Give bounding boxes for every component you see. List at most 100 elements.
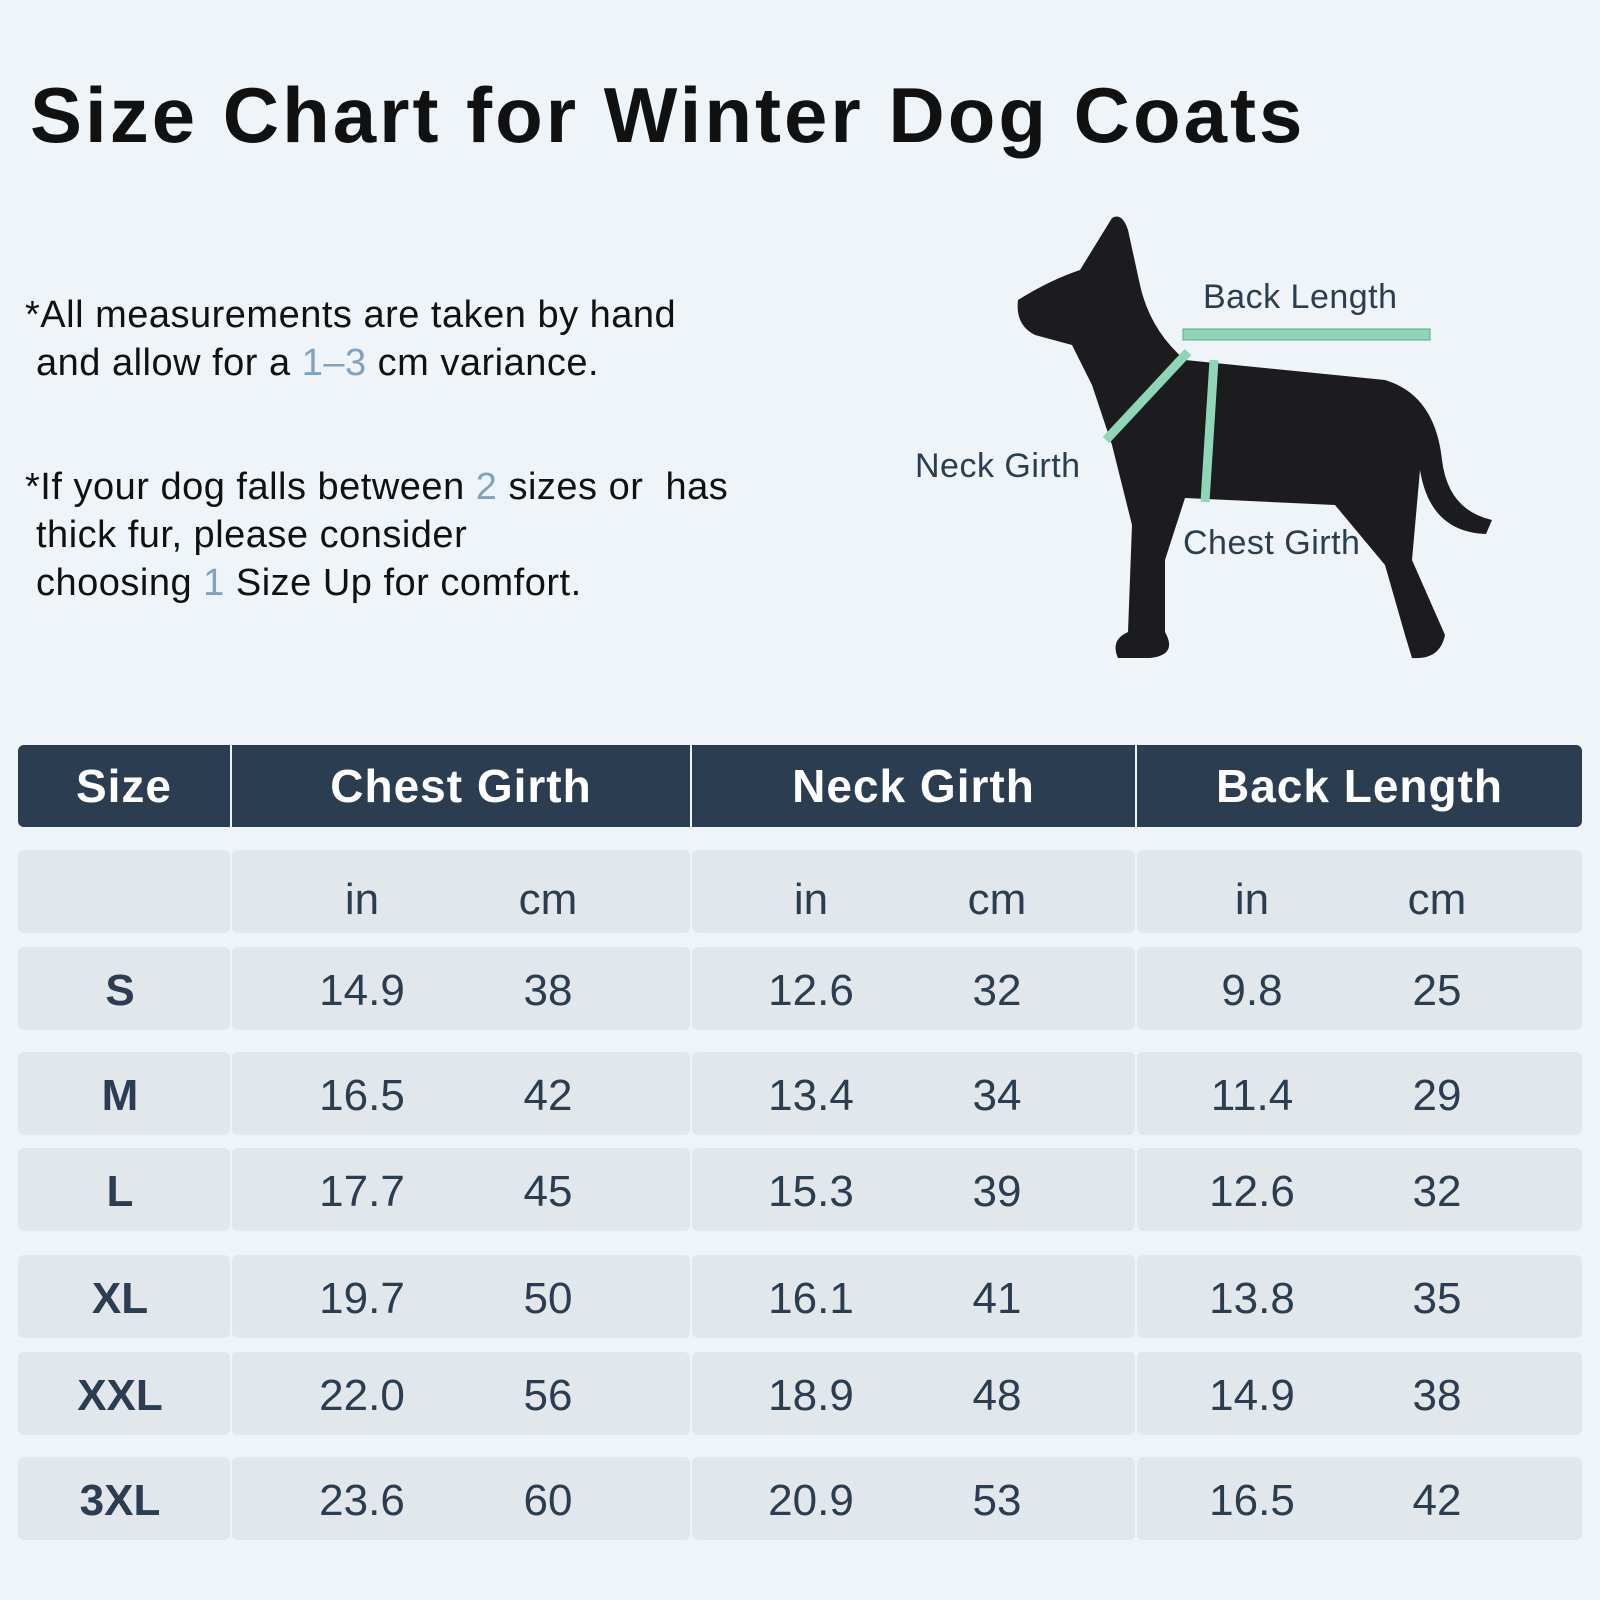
measurement: 38 (523, 966, 573, 1015)
measurement: 16.5 (1209, 1476, 1295, 1525)
diagram-label: Chest Girth (1183, 524, 1361, 562)
unit-label: cm (967, 875, 1027, 924)
row-background (692, 1255, 1135, 1338)
measurement: 34 (972, 1071, 1022, 1120)
row-background (232, 1457, 690, 1540)
header-cell: Neck Girth (692, 745, 1135, 827)
measurement: 11.4 (1210, 1071, 1294, 1120)
measurement: 18.9 (768, 1371, 854, 1420)
size-label: L (106, 1167, 134, 1216)
unit-label: in (1234, 875, 1270, 924)
note-text: *All measurements are taken by hand (25, 294, 677, 336)
note-text: choosing (36, 562, 204, 604)
measurement: 32 (1412, 1167, 1462, 1216)
size-label: XXL (77, 1371, 163, 1420)
unit-label: cm (518, 875, 578, 924)
diagram-label: Neck Girth (915, 447, 1081, 485)
measurement: 23.6 (319, 1476, 405, 1525)
row-background (232, 850, 690, 933)
dog-diagram (1017, 216, 1492, 659)
measurement: 12.6 (1209, 1167, 1295, 1216)
diagram-label: Back Length (1203, 278, 1398, 316)
unit-label: cm (1407, 875, 1467, 924)
measurement: 12.6 (768, 966, 854, 1015)
measurement: 35 (1412, 1274, 1462, 1323)
row-background (232, 1255, 690, 1338)
measurement: 15.3 (768, 1167, 854, 1216)
measurement: 53 (972, 1476, 1022, 1525)
note-highlight: 1 (203, 562, 225, 604)
dog-silhouette (1017, 216, 1492, 659)
unit-label: in (344, 875, 380, 924)
row-background (1137, 1052, 1582, 1135)
row-background (1137, 1148, 1582, 1231)
measurement: 60 (523, 1476, 573, 1525)
row-background (18, 1352, 230, 1435)
size-label: S (105, 966, 135, 1015)
note-text: *If your dog falls between (25, 466, 476, 508)
measurement: 50 (523, 1274, 573, 1323)
row-background (18, 850, 230, 933)
header-cell: Size (18, 745, 230, 827)
size-label: XL (91, 1274, 149, 1323)
measurement: 13.4 (768, 1071, 854, 1120)
row-background (18, 1255, 230, 1338)
row-background (18, 1148, 230, 1231)
row-background (18, 1457, 230, 1540)
row-background (232, 1052, 690, 1135)
measurement: 41 (972, 1274, 1022, 1323)
measurement: 45 (523, 1167, 573, 1216)
measurement: 19.7 (319, 1274, 405, 1323)
measurement: 14.9 (319, 966, 405, 1015)
note-text: sizes or has (497, 466, 729, 508)
back-tape (1182, 328, 1431, 341)
row-background (1137, 947, 1582, 1030)
note-line: *All measurements are taken by hand (25, 294, 676, 337)
note-highlight: 1–3 (301, 342, 367, 384)
row-background (692, 947, 1135, 1030)
row-background (692, 850, 1135, 933)
measurement: 42 (1412, 1476, 1462, 1525)
size-label: M (101, 1071, 139, 1120)
measurement: 42 (523, 1071, 573, 1120)
note-text: Size Up for comfort. (224, 562, 582, 604)
row-background (1137, 1457, 1582, 1540)
measurement: 16.1 (768, 1274, 854, 1323)
row-background (1137, 850, 1582, 933)
measurement: 48 (972, 1371, 1022, 1420)
row-background (232, 1148, 690, 1231)
row-background (232, 947, 690, 1030)
row-background (692, 1352, 1135, 1435)
chest-tape (1200, 359, 1219, 503)
unit-label: in (793, 875, 829, 924)
row-background (1137, 1352, 1582, 1435)
row-background (692, 1052, 1135, 1135)
measurement: 17.7 (319, 1167, 405, 1216)
neck-tape (1102, 348, 1192, 444)
note-line: thick fur, please consider (36, 514, 467, 557)
measurement: 9.8 (1221, 966, 1283, 1015)
measurement: 29 (1412, 1071, 1462, 1120)
note-highlight: 2 (475, 466, 498, 508)
note-line: choosing 1 Size Up for comfort. (36, 562, 582, 605)
row-background (692, 1148, 1135, 1231)
header-cell: Back Length (1137, 745, 1582, 827)
size-label: 3XL (79, 1476, 161, 1525)
note-text: cm variance. (366, 342, 600, 384)
measurement: 22.0 (319, 1371, 405, 1420)
measurement: 16.5 (319, 1071, 405, 1120)
measurement: 14.9 (1209, 1371, 1295, 1420)
measurement: 20.9 (768, 1476, 854, 1525)
row-background (232, 1352, 690, 1435)
row-background (1137, 1255, 1582, 1338)
title: Size Chart for Winter Dog Coats (30, 71, 1306, 159)
measurement: 13.8 (1209, 1274, 1295, 1323)
measurement: 38 (1412, 1371, 1462, 1420)
row-background (692, 1457, 1135, 1540)
note-line: and allow for a 1–3 cm variance. (36, 342, 599, 385)
measurement: 32 (972, 966, 1022, 1015)
measurement: 25 (1412, 966, 1462, 1015)
note-text: thick fur, please consider (36, 514, 468, 556)
note-line: *If your dog falls between 2 sizes or ha… (25, 466, 728, 509)
